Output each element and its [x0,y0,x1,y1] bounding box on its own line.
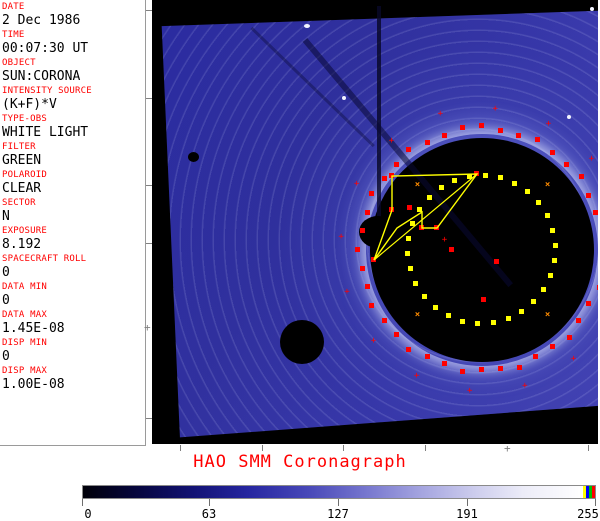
metadata-label-filter: FILTER [2,142,145,153]
metadata-item-date: DATE 2 Dec 1986 [2,2,145,28]
colorbar-tick [209,499,210,506]
sky-background: ++++++++++++++++××××+ [152,0,598,444]
metadata-value-type-obs: WHITE LIGHT [2,125,145,140]
metadata-label-data-max: DATA MAX [2,310,145,321]
coronagraph-image[interactable]: ++++++++++++++++××××+ [152,0,598,444]
metadata-item-object: OBJECT SUN:CORONA [2,58,145,84]
colorbar-tick-labels: 0 63 127 191 255 [82,507,596,521]
colorbar-tick [82,499,83,506]
tick-bottom-2 [262,445,263,451]
metadata-item-polaroid: POLAROID CLEAR [2,170,145,196]
metadata-value-intensity-source: (K+F)*V [2,97,145,112]
metadata-label-exposure: EXPOSURE [2,226,145,237]
tick-left-cross: + [144,322,151,333]
colorbar-tick [467,499,468,506]
metadata-label-spacecraft-roll: SPACECRAFT ROLL [2,254,145,265]
metadata-label-type-obs: TYPE-OBS [2,114,145,125]
metadata-value-sector: N [2,209,145,224]
metadata-value-data-max: 1.45E-08 [2,321,145,336]
metadata-value-time: 00:07:30 UT [2,41,145,56]
metadata-value-spacecraft-roll: 0 [2,265,145,280]
colorbar-band-red [592,486,595,498]
metadata-item-sector: SECTOR N [2,198,145,224]
metadata-label-data-min: DATA MIN [2,282,145,293]
metadata-label-polaroid: POLAROID [2,170,145,181]
tick-bottom-1 [180,445,181,451]
metadata-item-disp-max: DISP MAX 1.00E-08 [2,366,145,392]
metadata-label-intensity-source: INTENSITY SOURCE [2,86,145,97]
colorbar-tick [338,499,339,506]
colorbar-ticks [82,499,596,507]
metadata-label-time: TIME [2,30,145,41]
metadata-item-data-min: DATA MIN 0 [2,282,145,308]
colorbar-tick-label: 255 [577,507,599,521]
colorbar-tick-label: 191 [456,507,478,521]
metadata-item-intensity-source: INTENSITY SOURCE (K+F)*V [2,86,145,112]
tick-bottom-3 [343,445,344,451]
metadata-value-object: SUN:CORONA [2,69,145,84]
metadata-label-disp-max: DISP MAX [2,366,145,377]
metadata-item-type-obs: TYPE-OBS WHITE LIGHT [2,114,145,140]
colorbar-ramp [83,486,583,498]
colorbar-widget[interactable]: 0 63 127 191 255 [82,485,596,521]
tick-left-4 [146,243,152,244]
metadata-item-data-max: DATA MAX 1.45E-08 [2,310,145,336]
tick-bottom-5 [588,445,589,451]
metadata-label-object: OBJECT [2,58,145,69]
tick-left-5 [146,418,152,419]
metadata-item-exposure: EXPOSURE 8.192 [2,226,145,252]
metadata-value-disp-min: 0 [2,349,145,364]
metadata-panel: DATE 2 Dec 1986 TIME 00:07:30 UT OBJECT … [0,0,146,446]
metadata-label-date: DATE [2,2,145,13]
tick-left-2 [146,98,152,99]
colorbar-tick-label: 0 [84,507,91,521]
metadata-value-polaroid: CLEAR [2,181,145,196]
metadata-value-exposure: 8.192 [2,237,145,252]
tick-left-3 [146,185,152,186]
colorbar-gradient[interactable] [82,485,596,499]
metadata-label-disp-min: DISP MIN [2,338,145,349]
metadata-item-spacecraft-roll: SPACECRAFT ROLL 0 [2,254,145,280]
metadata-item-time: TIME 00:07:30 UT [2,30,145,56]
colorbar-tick [595,499,596,506]
tick-bottom-4 [425,445,426,451]
metadata-item-disp-min: DISP MIN 0 [2,338,145,364]
metadata-value-date: 2 Dec 1986 [2,13,145,28]
field-of-view-polygon [152,0,598,444]
colorbar-tick-label: 127 [327,507,349,521]
metadata-item-filter: FILTER GREEN [2,142,145,168]
page-title: HAO SMM Coronagraph [0,452,600,472]
tick-left-1 [146,10,152,11]
colorbar-tick-label: 63 [202,507,216,521]
metadata-label-sector: SECTOR [2,198,145,209]
metadata-value-filter: GREEN [2,153,145,168]
metadata-value-disp-max: 1.00E-08 [2,377,145,392]
metadata-value-data-min: 0 [2,293,145,308]
